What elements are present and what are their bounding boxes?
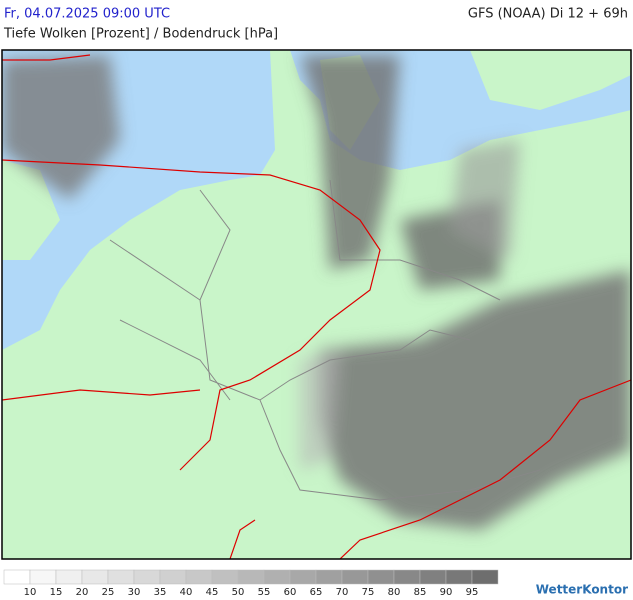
legend-swatch [133,569,161,585]
legend-label: 60 [284,587,297,598]
legend-label: 20 [76,587,89,598]
map-subtitle: Tiefe Wolken [Prozent] / Bodendruck [hPa… [3,27,278,42]
legend-label: 30 [128,587,141,598]
map-frame [1,49,632,560]
legend: 10 15 20 25 30 35 40 45 50 55 60 65 70 75 80 85 90 95 [3,569,499,598]
sweden [470,50,631,110]
legend-label: 10 [24,587,37,598]
map-title: Fr, 04.07.2025 09:00 UTC [4,7,170,22]
map-area [2,50,631,559]
legend-label: 85 [414,587,427,598]
logo: WetterKontor [536,583,628,597]
isobars [2,54,631,559]
legend-swatch [445,569,473,585]
legend-label: 95 [466,587,479,598]
legend-label: 80 [388,587,401,598]
model-run: GFS (NOAA) Di 12 + 69h [468,7,628,22]
england [2,160,60,260]
legend-label: 70 [336,587,349,598]
legend-swatch [29,569,57,585]
legend-label: 75 [362,587,375,598]
legend-label: 90 [440,587,453,598]
clouds [2,55,631,530]
legend-label: 25 [102,587,115,598]
legend-swatch [341,569,369,585]
legend-label: 35 [154,587,167,598]
legend-swatch [159,569,187,585]
legend-swatch [263,569,291,585]
legend-swatch [367,569,395,585]
legend-swatch [419,569,447,585]
legend-swatch [107,569,135,585]
legend-label: 50 [232,587,245,598]
legend-swatch [289,569,317,585]
borders [109,179,541,501]
legend-swatch [211,569,239,585]
legend-swatch [185,569,213,585]
legend-label: 55 [258,587,271,598]
legend-swatch [471,569,499,585]
legend-swatch [81,569,109,585]
legend-swatch [315,569,343,585]
legend-swatch [55,569,83,585]
legend-swatch [237,569,265,585]
legend-label: 65 [310,587,323,598]
legend-swatch [3,569,31,585]
legend-swatch [393,569,421,585]
legend-label: 40 [180,587,193,598]
legend-label: 15 [50,587,63,598]
legend-label: 45 [206,587,219,598]
